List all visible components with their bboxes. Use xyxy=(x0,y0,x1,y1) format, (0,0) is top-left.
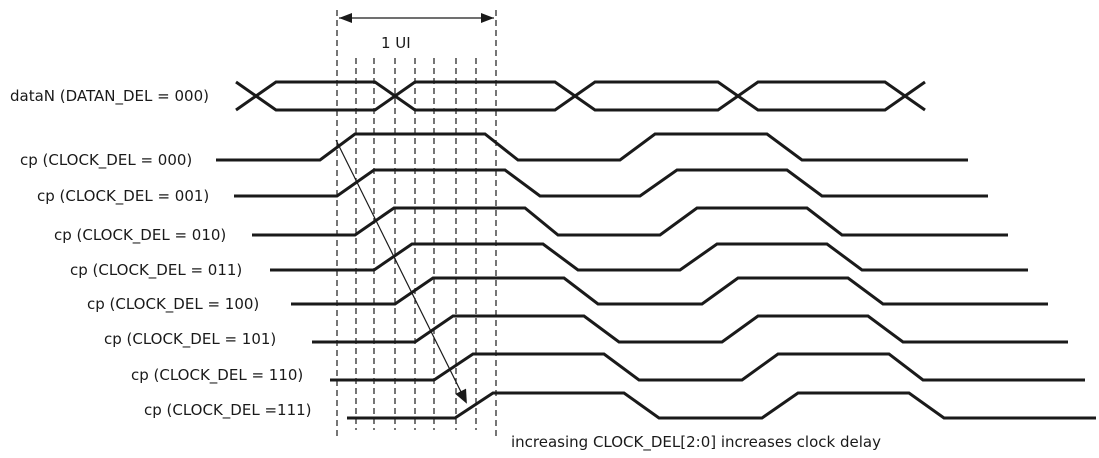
clock-wave-000 xyxy=(216,132,968,162)
ui-arrowhead-left xyxy=(339,13,352,23)
clock-wave-100 xyxy=(291,276,1048,306)
clock-label-111: cp (CLOCK_DEL =111) xyxy=(144,401,312,420)
data-waveform: dataN (DATAN_DEL = 000) xyxy=(10,80,926,112)
clock-label-001: cp (CLOCK_DEL = 001) xyxy=(37,187,209,206)
clock-label-101: cp (CLOCK_DEL = 101) xyxy=(104,330,276,349)
delay-direction-arrow xyxy=(335,139,467,404)
guide-lines xyxy=(336,10,497,440)
ui-dimension: 1 UI xyxy=(339,13,494,52)
clock-wave-101 xyxy=(312,314,1068,344)
clock-label-000: cp (CLOCK_DEL = 000) xyxy=(20,151,192,170)
ui-label: 1 UI xyxy=(381,34,411,52)
clock-waveforms xyxy=(216,132,1096,420)
data-eye-top xyxy=(255,80,906,112)
ui-arrowhead-right xyxy=(481,13,494,23)
delay-annotation: increasing CLOCK_DEL[2:0] increases cloc… xyxy=(511,433,881,452)
data-label: dataN (DATAN_DEL = 000) xyxy=(10,87,209,106)
clock-wave-001 xyxy=(234,168,988,198)
clock-wave-011 xyxy=(270,242,1028,272)
clock-label-011: cp (CLOCK_DEL = 011) xyxy=(70,261,242,280)
clock-label-010: cp (CLOCK_DEL = 010) xyxy=(54,226,226,245)
data-eye-bottom xyxy=(255,80,906,112)
clock-wave-010 xyxy=(252,206,1008,237)
data-eye-left-end xyxy=(235,80,259,112)
clock-wave-110 xyxy=(330,352,1085,382)
clock-wave-111 xyxy=(347,391,1096,420)
clock-label-100: cp (CLOCK_DEL = 100) xyxy=(87,295,259,314)
clock-labels: cp (CLOCK_DEL = 000) cp (CLOCK_DEL = 001… xyxy=(20,151,312,420)
data-eye-right-end xyxy=(904,80,926,112)
clock-label-110: cp (CLOCK_DEL = 110) xyxy=(131,366,303,385)
